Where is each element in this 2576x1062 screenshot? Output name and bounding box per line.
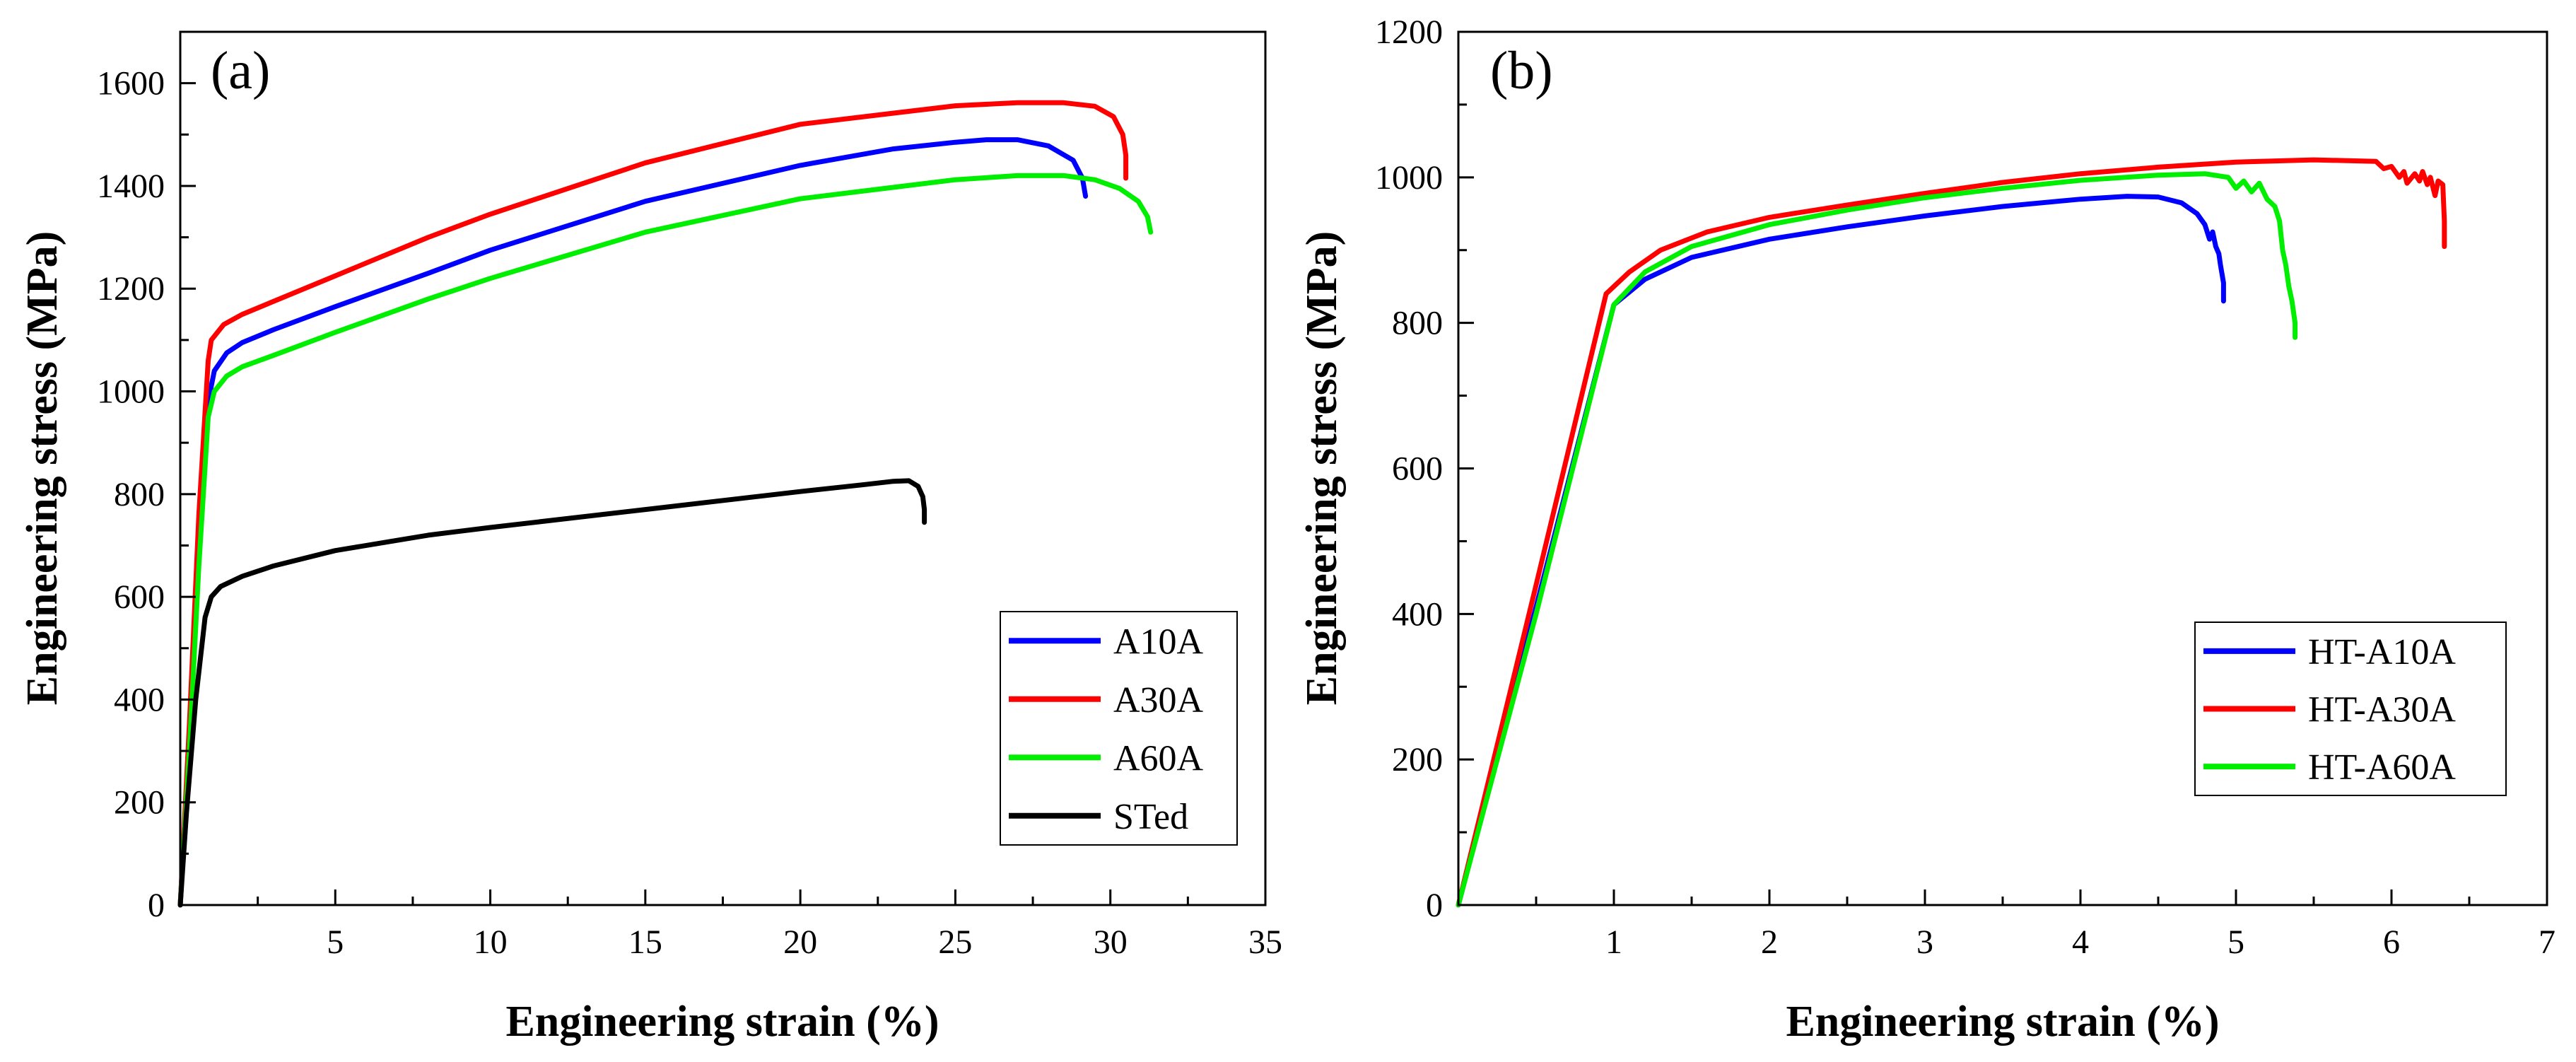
y-tick-label: 1200 [97,270,165,308]
y-tick-label: 1600 [97,65,165,103]
x-tick-label: 15 [628,923,662,961]
legend-label-ht-a60a: HT-A60A [2308,747,2456,788]
series-layer-b [1456,157,2447,908]
panel-b: 1 2 3 4 5 6 7 0 200 400 600 800 1000 1200 (b) Enginee… [1298,13,2555,1046]
x-tick-label: 10 [474,923,508,961]
panel-label-a: (a) [211,41,270,100]
y-tick-label: 600 [114,578,165,616]
y-tick-label: 800 [114,476,165,513]
legend-label-a60a: A60A [1113,738,1204,778]
legend-label-a10a: A10A [1113,622,1204,662]
series-line-a60a [177,173,1154,908]
x-tick-label: 1 [1605,923,1622,961]
y-tick-label: 600 [1392,450,1443,488]
y-axis-title-b: Engineering stress (MPa) [1298,231,1346,705]
legend-label-ht-a30a: HT-A30A [2308,690,2456,730]
y-tick-label: 200 [114,784,165,822]
y-tick-label: 200 [1392,741,1443,778]
legend-label-a30a: A30A [1113,680,1204,720]
series-line-sted [177,478,927,908]
x-tick-label: 35 [1248,923,1282,961]
y-tick-label: 1000 [97,373,165,411]
series-line-ht-a60a [1456,171,2298,908]
x-tick-label: 4 [2072,923,2089,961]
x-tick-label: 2 [1761,923,1778,961]
series-line-ht-a30a [1456,157,2447,908]
series-line-ht-a10a [1456,194,2226,908]
series-layer-a [177,100,1154,908]
x-tick-label: 20 [783,923,817,961]
panel-a: 5 10 15 20 25 30 35 0 200 400 600 800 1000 1200 1400 16… [18,30,1282,1046]
legend-b: HT-A10A HT-A30A HT-A60A [2194,622,2507,796]
y-axis-title-a: Engineering stress (MPa) [18,231,66,705]
series-line-a30a [177,100,1129,908]
x-tick-label: 5 [2227,923,2244,961]
x-tick-label: 25 [938,923,972,961]
y-tick-label: 1000 [1375,159,1443,197]
axis-layer-b: 1 2 3 4 5 6 7 0 200 400 600 800 1000 1200 [1375,13,2555,961]
y-tick-label: 1200 [1375,13,1443,51]
y-tick-label: 800 [1392,305,1443,342]
y-tick-label: 400 [1392,595,1443,633]
y-tick-label: 1400 [97,168,165,205]
x-tick-label: 30 [1094,923,1128,961]
x-tick-label: 3 [1916,923,1933,961]
y-tick-label: 400 [114,681,165,718]
x-axis-title-a: Engineering strain (%) [505,998,939,1046]
x-axis-title-b: Engineering strain (%) [1786,998,2219,1046]
x-tick-label: 6 [2383,923,2400,961]
y-tick-label: 0 [1426,887,1443,924]
x-tick-label: 5 [327,923,344,961]
axis-layer-a: 5 10 15 20 25 30 35 0 200 400 600 800 1000 1200 1400 16… [97,30,1282,961]
x-tick-label: 7 [2539,923,2555,961]
legend-label-sted: STed [1113,797,1188,837]
series-line-a10a [177,137,1089,908]
panel-label-b: (b) [1490,41,1553,100]
legend-label-ht-a10a: HT-A10A [2308,632,2456,672]
y-tick-label: 0 [148,887,165,924]
legend-box [1000,611,1238,846]
legend-a: A10A A30A A60A STed [1000,611,1238,846]
